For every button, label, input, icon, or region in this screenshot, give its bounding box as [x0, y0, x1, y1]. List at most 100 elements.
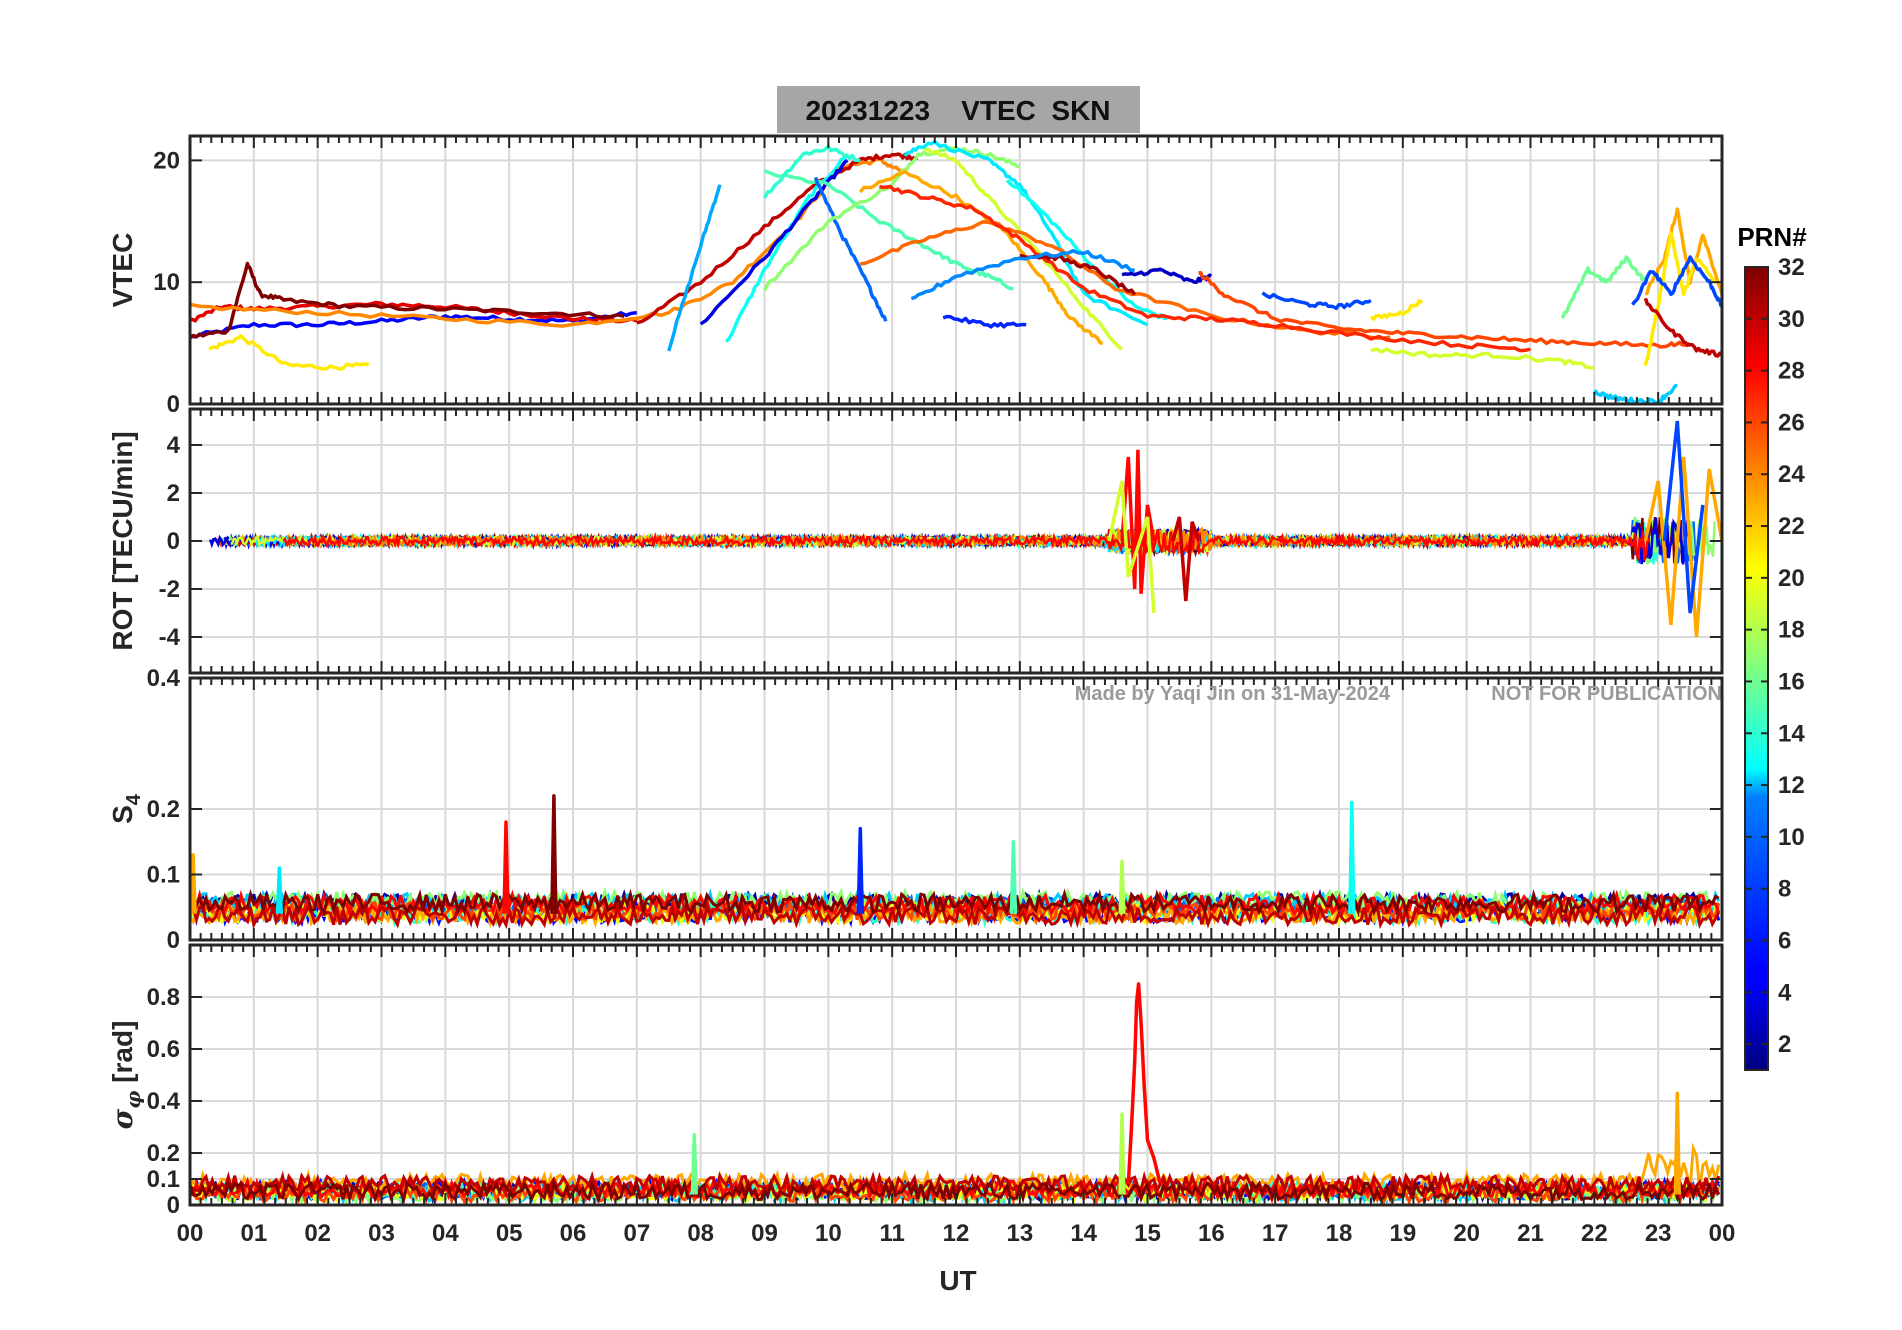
- y-tick-label: 0: [167, 391, 180, 418]
- y-tick-label: 0.8: [147, 984, 180, 1011]
- vtec-series-prn-14: [762, 144, 861, 199]
- rot-burst-prn-30: [1171, 516, 1201, 602]
- rot-burst-prn-19: [1107, 480, 1156, 614]
- y-axis-label-rot: ROT [TECU/min]: [107, 431, 138, 650]
- s4-series-prn-32: [190, 888, 1720, 918]
- x-tick-label: 20: [1453, 1220, 1480, 1247]
- x-tick-label: 04: [432, 1220, 459, 1247]
- x-tick-label: 16: [1198, 1220, 1225, 1247]
- y-axis-label-sigma_phi: σφ [rad]: [106, 1021, 145, 1130]
- panel-s4: 0 0.1 0.2 0.4 S4: [107, 665, 1724, 954]
- panel-sigma_phi: 00.10.2 0.4 0.6 0.8σφ [rad] 00 01 02 03 04 05 06 07…: [106, 943, 1736, 1247]
- sigma_phi-spike-prn-16: [690, 1133, 698, 1195]
- vtec-series-prn-12: [903, 140, 1149, 327]
- y-tick-label: 0.2: [147, 1140, 180, 1167]
- colorbar-tick-label: 14: [1778, 720, 1805, 747]
- title-box: 20231223 VTEC SKN: [777, 86, 1140, 133]
- colorbar-tick-label: 12: [1778, 772, 1805, 799]
- figure-title: 20231223 VTEC SKN: [805, 95, 1110, 126]
- vtec-series-prn-9: [910, 248, 1135, 301]
- s4-spike-prn-28: [502, 820, 510, 914]
- y-tick-label: 0: [167, 927, 180, 954]
- x-tick-label: 05: [496, 1220, 523, 1247]
- colorbar-tick-label: 32: [1778, 254, 1805, 281]
- x-tick-label: 11: [879, 1220, 904, 1247]
- colorbar-tick-label: 24: [1778, 461, 1805, 488]
- panel-frame: [188, 676, 1724, 942]
- vtec-series-prn-30: [1643, 297, 1722, 358]
- vtec-series-prn-21: [208, 334, 370, 371]
- y-tick-label: 20: [153, 147, 180, 174]
- x-tick-label: 13: [1006, 1220, 1033, 1247]
- colorbar-tick-label: 26: [1778, 409, 1805, 436]
- colorbar-tick-label: 4: [1778, 979, 1792, 1006]
- x-tick-label: 08: [687, 1220, 714, 1247]
- x-tick-label: 10: [815, 1220, 842, 1247]
- y-tick-label: 0.1: [147, 862, 180, 889]
- series-group: [190, 140, 1722, 404]
- sigma_phi-spike-prn-28: [1126, 982, 1162, 1185]
- panel-vtec: 0 10 20 VTEC: [107, 134, 1724, 418]
- s4-spike-prn-15: [1009, 840, 1018, 914]
- colorbar-tick-label: 6: [1778, 927, 1791, 954]
- sigma_phi-series-prn-32: [190, 1177, 1721, 1205]
- colorbar-tick-label: 28: [1778, 358, 1805, 385]
- y-axis-label-s4: S4: [107, 793, 145, 824]
- vtec-series-prn-7: [1631, 255, 1722, 308]
- series-group: [190, 794, 1721, 930]
- y-tick-label: 0.4: [147, 665, 181, 692]
- title-background: [777, 86, 1140, 133]
- x-tick-label: 23: [1645, 1220, 1672, 1247]
- colorbar-gradient: [1744, 266, 1769, 1071]
- x-tick-label: 21: [1517, 1220, 1544, 1247]
- colorbar-tick-label: 10: [1778, 824, 1805, 851]
- vtec-series-prn-7: [1261, 291, 1372, 311]
- vtec-series-prn-24: [190, 157, 907, 328]
- y-tick-label: -2: [159, 576, 180, 603]
- rot-burst-prn-7: [1662, 420, 1705, 614]
- y-tick-label: 4: [167, 432, 181, 459]
- x-tick-label: 12: [943, 1220, 970, 1247]
- vtec-series-prn-15: [763, 169, 1014, 291]
- y-tick-label: 0.4: [147, 1088, 181, 1115]
- x-tick-label: 01: [240, 1220, 267, 1247]
- vtec-series-prn-30: [636, 152, 919, 325]
- s4-spike-prn-23: [190, 853, 197, 914]
- colorbar-tick-label: 16: [1778, 668, 1805, 695]
- rot-burst-prn-28: [1120, 449, 1156, 594]
- x-tick-label: 15: [1134, 1220, 1161, 1247]
- vtec-series-prn-21: [1643, 231, 1717, 366]
- y-tick-label: -4: [159, 624, 181, 651]
- panel-rot: -4 -2 0 2 4 ROT [TECU/min]: [107, 407, 1724, 675]
- colorbar-tick-label: 8: [1778, 876, 1791, 903]
- x-tick-label: 19: [1389, 1220, 1416, 1247]
- colorbar-title: PRN#: [1737, 222, 1807, 252]
- rot-series-prn-28: [282, 528, 1651, 562]
- x-tick-label: 03: [368, 1220, 395, 1247]
- s4-spike-prn-13: [1348, 800, 1356, 914]
- colorbar-tick-label: 30: [1778, 306, 1805, 333]
- vtec-series-prn-13: [724, 153, 849, 343]
- x-tick-label: 06: [560, 1220, 587, 1247]
- panel-frame: [188, 943, 1724, 1207]
- y-axis-label-vtec: VTEC: [107, 233, 138, 308]
- vtec-series-prn-4: [699, 158, 849, 326]
- rot-burst-prn-23: [1643, 456, 1722, 638]
- x-tick-label: 09: [751, 1220, 778, 1247]
- y-tick-label: 10: [153, 269, 180, 296]
- s4-spike-prn-32: [550, 794, 558, 914]
- vtec-series-prn-21: [1369, 299, 1424, 321]
- s4-spike-prn-6: [856, 826, 864, 914]
- vtec-series-prn-17: [762, 145, 1020, 292]
- y-tick-label: 0.2: [147, 796, 180, 823]
- vtec-series-prn-6: [942, 314, 1027, 329]
- vtec-series-prn-27: [878, 184, 1531, 353]
- x-tick-label: 00: [1709, 1220, 1736, 1247]
- y-tick-label: 0.6: [147, 1036, 180, 1063]
- vtec-series-prn-19: [923, 147, 1123, 351]
- x-tick-label: 14: [1070, 1220, 1097, 1247]
- colorbar-tick-label: 18: [1778, 617, 1805, 644]
